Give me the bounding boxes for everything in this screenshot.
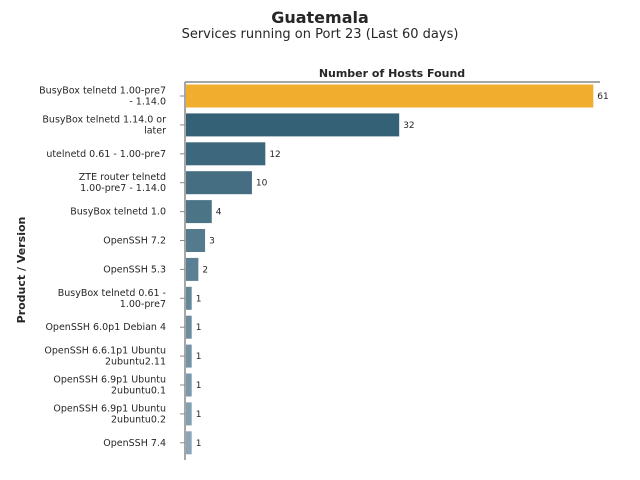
- y-tick-label: OpenSSH 7.2: [103, 236, 166, 247]
- y-tick-label: OpenSSH 6.0p1 Debian 4: [45, 322, 166, 333]
- y-tick-label-line: OpenSSH 7.4: [103, 438, 166, 449]
- y-tick-label-line: OpenSSH 6.0p1 Debian 4: [45, 322, 166, 333]
- bar-value-label: 1: [196, 294, 202, 304]
- bar-value-label: 1: [196, 410, 202, 420]
- y-tick-label-line: ZTE router telnetd: [79, 172, 166, 183]
- bar-value-label: 1: [196, 439, 202, 449]
- bar-value-label: 2: [202, 265, 208, 275]
- y-tick-label: ZTE router telnetd 1.00-pre7 - 1.14.0: [79, 172, 166, 194]
- bar-value-label: 1: [196, 381, 202, 391]
- y-tick-label: OpenSSH 5.3: [103, 264, 166, 275]
- y-tick-label-line: BusyBox telnetd 1.00-pre7: [39, 86, 166, 97]
- chart-title: Guatemala: [271, 8, 369, 27]
- bar-value-label: 32: [403, 121, 414, 131]
- y-tick-label: utelnetd 0.61 - 1.00-pre7: [46, 149, 166, 160]
- bar: [186, 402, 192, 426]
- y-tick-label: OpenSSH 7.4: [103, 438, 166, 449]
- y-tick-label-line: - 1.14.0: [129, 97, 166, 108]
- bar: [186, 142, 266, 166]
- bar: [186, 373, 192, 397]
- y-tick-label: BusyBox telnetd 1.14.0 or later: [42, 114, 166, 136]
- y-tick-label: BusyBox telnetd 1.00-pre7- 1.14.0: [39, 86, 166, 108]
- y-tick-label: BusyBox telnetd 1.0: [70, 207, 166, 218]
- bar: [186, 315, 192, 339]
- bar: [186, 200, 212, 224]
- y-tick-label: OpenSSH 6.6.1p1 Ubuntu 2ubuntu2.11: [44, 346, 166, 368]
- bar: [186, 171, 252, 195]
- bar-value-label: 12: [269, 150, 280, 160]
- bar-value-label: 61: [597, 92, 608, 102]
- bar: [186, 431, 192, 455]
- y-tick-label-line: BusyBox telnetd 1.0: [70, 207, 166, 218]
- y-tick-label-line: 2ubuntu0.1: [111, 386, 166, 397]
- y-tick-label: BusyBox telnetd 0.61 -1.00-pre7: [58, 288, 166, 310]
- bar: [186, 113, 400, 137]
- bar: [186, 229, 206, 252]
- y-tick-label: OpenSSH 6.9p1 Ubuntu 2ubuntu0.2: [53, 403, 166, 425]
- y-tick-label-line: OpenSSH 7.2: [103, 236, 166, 247]
- y-tick-label-line: 1.00-pre7: [120, 299, 166, 310]
- bar-value-label: 3: [209, 237, 215, 247]
- y-tick-label: OpenSSH 6.9p1 Ubuntu 2ubuntu0.1: [53, 375, 166, 397]
- bars-group: [186, 84, 594, 455]
- y-tick-label-line: 1.00-pre7 - 1.14.0: [80, 183, 166, 194]
- y-tick-label-line: OpenSSH 5.3: [103, 264, 166, 275]
- y-tick-label-line: BusyBox telnetd 0.61 -: [58, 288, 166, 299]
- y-tick-label-line: utelnetd 0.61 - 1.00-pre7: [46, 149, 166, 160]
- y-tick-label-line: OpenSSH 6.6.1p1 Ubuntu: [44, 346, 166, 357]
- y-tick-labels: BusyBox telnetd 1.00-pre7- 1.14.0BusyBox…: [39, 86, 185, 449]
- bar: [186, 286, 192, 310]
- bar: [186, 257, 199, 281]
- y-tick-label-line: 2ubuntu2.11: [105, 357, 166, 368]
- y-tick-label-line: later: [144, 125, 166, 136]
- y-tick-label-line: 2ubuntu0.2: [111, 414, 166, 425]
- y-tick-label-line: OpenSSH 6.9p1 Ubuntu: [53, 375, 166, 386]
- x-axis-label: Number of Hosts Found: [319, 67, 465, 80]
- bar-value-label: 4: [216, 208, 222, 218]
- y-tick-label-line: BusyBox telnetd 1.14.0 or: [42, 114, 166, 125]
- y-axis-label: Product / Version: [15, 217, 28, 324]
- bar: [186, 84, 594, 108]
- chart-subtitle: Services running on Port 23 (Last 60 day…: [181, 27, 459, 42]
- y-tick-label-line: OpenSSH 6.9p1 Ubuntu: [53, 403, 166, 414]
- bar-value-label: 1: [196, 352, 202, 362]
- bar-value-label: 10: [256, 179, 268, 189]
- bar: [186, 344, 192, 368]
- bar-value-label: 1: [196, 323, 202, 333]
